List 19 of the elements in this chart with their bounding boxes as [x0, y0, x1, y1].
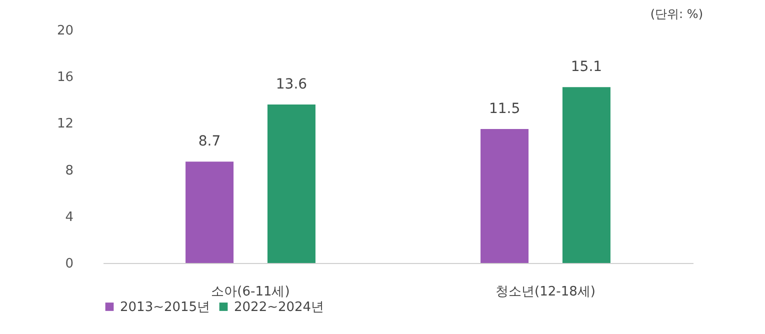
y-tick-label: 4: [65, 210, 74, 225]
data-label: 13.6: [276, 76, 308, 93]
data-label: 15.1: [570, 59, 602, 76]
bar: [186, 162, 234, 263]
y-tick-label: 16: [56, 70, 74, 86]
y-tick-label: 0: [65, 256, 74, 272]
x-tick-label: 소아(6-11세): [211, 284, 290, 300]
data-label: 8.7: [198, 134, 221, 150]
data-label: 11.5: [488, 101, 520, 118]
x-tick-label: 청소년(12-18세): [496, 284, 596, 300]
y-tick-label: 12: [56, 116, 74, 132]
text: (단위: %): [650, 7, 703, 21]
legend-label: 2022~2024년: [234, 300, 324, 315]
bar: [267, 104, 316, 263]
legend-label: 2013~2015년: [120, 300, 210, 315]
bar: [562, 87, 610, 263]
y-tick-label: 20: [56, 24, 74, 38]
y-tick-label: 8: [65, 163, 74, 178]
bar: [480, 129, 529, 263]
